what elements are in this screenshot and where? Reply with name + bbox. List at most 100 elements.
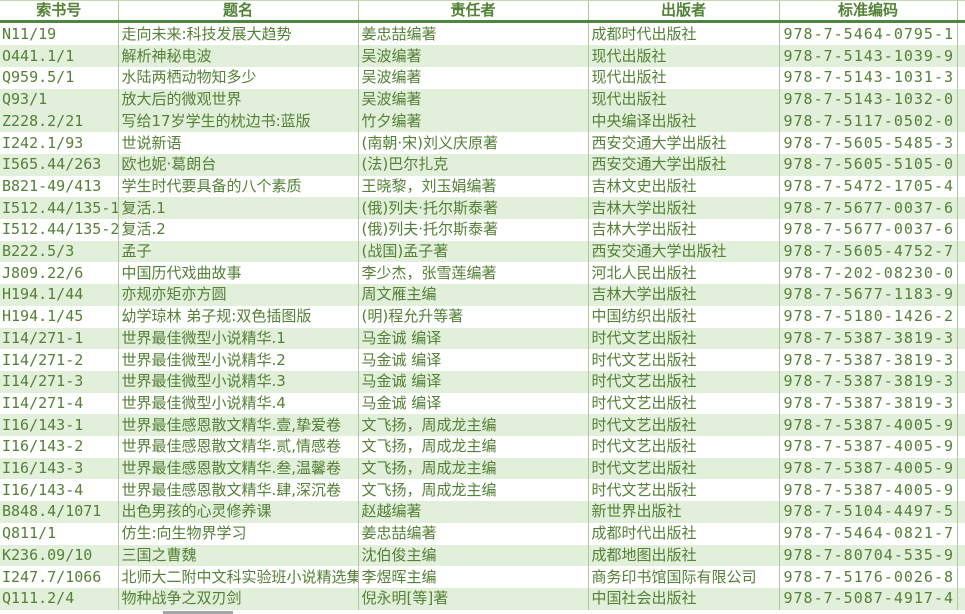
cell-author[interactable]: (俄)列夫·托尔斯泰著 [358,219,589,241]
cell-publisher[interactable]: 吉林大学出版社 [588,197,780,219]
cell-isbn[interactable]: 978-7-5387-4005-9 [779,479,958,502]
cell-call-number[interactable]: I565.44/263 [0,153,119,176]
cell-publisher[interactable]: 中国纺织出版社 [588,305,780,328]
header-call-number[interactable]: 索书号 [0,1,119,23]
cell-call-number[interactable]: I16/143-4 [0,479,119,502]
cell-call-number[interactable]: Q93/1 [0,88,119,111]
cell-publisher[interactable]: 时代文艺出版社 [588,349,780,371]
cell-isbn[interactable]: 978-7-5605-5485-3 [779,132,958,154]
cell-author[interactable]: 李煜晖主编 [358,566,589,588]
cell-publisher[interactable]: 时代文艺出版社 [588,414,780,437]
cell-call-number[interactable]: Z228.2/21 [0,110,119,133]
cell-author[interactable]: 沈伯俊主编 [358,544,589,567]
cell-title[interactable]: 亦规亦矩亦方圆 [118,284,359,306]
cell-title[interactable]: 世界最佳感恩散文精华.贰,情感卷 [118,436,359,458]
cell-publisher[interactable]: 时代文艺出版社 [588,436,780,458]
cell-publisher[interactable]: 成都时代出版社 [588,522,780,545]
cell-author[interactable]: 周文雁主编 [358,284,589,306]
cell-title[interactable]: 世说新语 [118,132,359,154]
cell-author[interactable]: 马金诚 编译 [358,349,589,371]
cell-publisher[interactable]: 时代文艺出版社 [588,392,780,415]
cell-isbn[interactable]: 978-7-5180-1426-2 [779,305,958,328]
cell-isbn[interactable]: 978-7-5387-4005-9 [779,457,958,480]
cell-publisher[interactable]: 时代文艺出版社 [588,479,780,502]
cell-isbn[interactable]: 978-7-5464-0821-7 [779,522,958,545]
cell-title[interactable]: 学生时代要具备的八个素质 [118,175,359,198]
cell-isbn[interactable]: 978-7-5387-3819-3 [779,349,958,371]
cell-author[interactable]: 倪永明[等]著 [358,587,589,610]
cell-author[interactable]: 王晓黎，刘玉娟编著 [358,175,589,198]
cell-call-number[interactable]: Q959.5/1 [0,67,119,89]
cell-publisher[interactable]: 中国社会出版社 [588,587,780,610]
cell-isbn[interactable]: 978-7-5605-4752-7 [779,240,958,263]
cell-call-number[interactable]: O441.1/1 [0,45,119,68]
cell-title[interactable]: 世界最佳感恩散文精华.叁,温馨卷 [118,457,359,480]
cell-publisher[interactable]: 西安交通大学出版社 [588,153,780,176]
cell-title[interactable]: 走向未来:科技发展大趋势 [118,21,359,46]
cell-call-number[interactable]: Q811/1 [0,522,119,545]
cell-call-number[interactable]: I512.44/135-1 [0,197,119,219]
cell-publisher[interactable]: 吉林大学出版社 [588,219,780,241]
cell-isbn[interactable]: 978-7-5387-4005-9 [779,414,958,437]
cell-call-number[interactable]: I242.1/93 [0,132,119,154]
cell-publisher[interactable]: 成都地图出版社 [588,544,780,567]
cell-isbn[interactable]: 978-7-5176-0026-8 [779,566,958,588]
cell-call-number[interactable]: I14/271-2 [0,349,119,371]
cell-title[interactable]: 出色男孩的心灵修养课 [118,501,359,523]
cell-publisher[interactable]: 西安交通大学出版社 [588,132,780,154]
cell-call-number[interactable]: H194.1/44 [0,284,119,306]
cell-author[interactable]: (南朝·宋)刘义庆原著 [358,132,589,154]
cell-isbn[interactable]: 978-7-5143-1031-3 [779,67,958,89]
cell-author[interactable]: 姜忠喆编著 [358,21,589,46]
cell-isbn[interactable]: 978-7-5143-1032-0 [779,88,958,111]
cell-isbn[interactable]: 978-7-5472-1705-4 [779,175,958,198]
cell-publisher[interactable]: 新世界出版社 [588,501,780,523]
cell-title[interactable]: 世界最佳感恩散文精华.肆,深沉卷 [118,479,359,502]
cell-isbn[interactable]: 978-7-202-08230-0 [779,262,958,285]
cell-isbn[interactable]: 978-7-5677-0037-6 [779,219,958,241]
cell-isbn[interactable]: 978-7-5387-3819-3 [779,370,958,393]
cell-call-number[interactable]: I16/143-1 [0,414,119,437]
cell-title[interactable]: 复活.1 [118,197,359,219]
header-author[interactable]: 责任者 [358,1,589,23]
cell-title[interactable]: 复活.2 [118,219,359,241]
cell-title[interactable]: 世界最佳感恩散文精华.壹,挚爱卷 [118,414,359,437]
cell-author[interactable]: 马金诚 编译 [358,370,589,393]
cell-call-number[interactable]: H194.1/45 [0,305,119,328]
cell-publisher[interactable]: 时代文艺出版社 [588,327,780,350]
cell-call-number[interactable]: K236.09/10 [0,544,119,567]
cell-author[interactable]: (明)程允升等著 [358,305,589,328]
cell-author[interactable]: 文飞扬，周成龙主编 [358,414,589,437]
cell-title[interactable]: 放大后的微观世界 [118,88,359,111]
cell-isbn[interactable]: 978-7-5387-3819-3 [779,392,958,415]
cell-call-number[interactable]: Q111.2/4 [0,587,119,610]
cell-isbn[interactable]: 978-7-5677-1183-9 [779,284,958,306]
cell-call-number[interactable]: I512.44/135-2 [0,219,119,241]
cell-author[interactable]: 文飞扬，周成龙主编 [358,436,589,458]
cell-title[interactable]: 孟子 [118,240,359,263]
cell-author[interactable]: 吴波编著 [358,88,589,111]
cell-title[interactable]: 三国之曹魏 [118,544,359,567]
header-publisher[interactable]: 出版者 [588,1,780,23]
cell-call-number[interactable]: N11/19 [0,21,119,46]
cell-publisher[interactable]: 吉林大学出版社 [588,284,780,306]
cell-author[interactable]: (战国)孟子著 [358,240,589,263]
cell-call-number[interactable]: I14/271-1 [0,327,119,350]
cell-title[interactable]: 世界最佳微型小说精华.4 [118,392,359,415]
cell-isbn[interactable]: 978-7-5104-4497-5 [779,501,958,523]
cell-publisher[interactable]: 吉林文史出版社 [588,175,780,198]
cell-author[interactable]: 文飞扬，周成龙主编 [358,479,589,502]
cell-author[interactable]: 李少杰，张雪莲编著 [358,262,589,285]
cell-isbn[interactable]: 978-7-5143-1039-9 [779,45,958,68]
cell-author[interactable]: 吴波编著 [358,67,589,89]
cell-title[interactable]: 中国历代戏曲故事 [118,262,359,285]
cell-author[interactable]: 竹夕编著 [358,110,589,133]
cell-author[interactable]: 姜忠喆编著 [358,522,589,545]
cell-publisher[interactable]: 商务印书馆国际有限公司 [588,566,780,588]
cell-publisher[interactable]: 中央编译出版社 [588,110,780,133]
header-title[interactable]: 题名 [118,1,359,23]
cell-publisher[interactable]: 西安交通大学出版社 [588,240,780,263]
cell-title[interactable]: 水陆两栖动物知多少 [118,67,359,89]
cell-isbn[interactable]: 978-7-5117-0502-0 [779,110,958,133]
cell-call-number[interactable]: I14/271-4 [0,392,119,415]
